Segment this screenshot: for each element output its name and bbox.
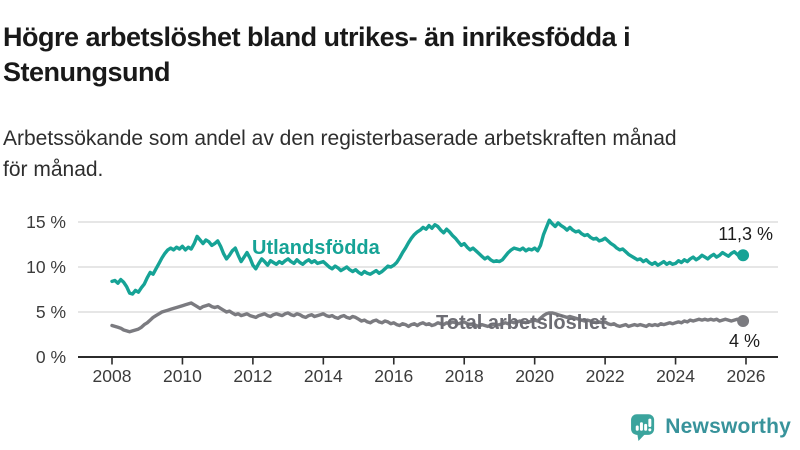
end-value-label-total: 4 % xyxy=(728,331,760,351)
x-axis-label: 2012 xyxy=(233,366,272,386)
utlandsfodda-end-dot xyxy=(737,249,750,262)
y-axis-label: 0 % xyxy=(36,347,66,367)
utlandsfodda-line xyxy=(110,218,745,296)
total-end-dot xyxy=(737,315,750,327)
page-title: Högre arbetslöshet bland utrikes- än inr… xyxy=(3,22,631,88)
x-axis-label: 2020 xyxy=(515,366,554,386)
newsworthy-logo-text: Newsworthy xyxy=(665,415,791,438)
y-axis-label: 10 % xyxy=(26,257,66,277)
x-axis-label: 2016 xyxy=(374,366,413,386)
x-axis-label: 2018 xyxy=(445,366,484,386)
x-axis-label: 2008 xyxy=(93,366,132,386)
x-axis-label: 2014 xyxy=(304,366,343,386)
x-axis-label: 2022 xyxy=(586,366,625,386)
newsworthy-speech-bubble-chart-icon xyxy=(631,414,655,441)
series-label-total-arbetsloshet: Total arbetslöshet xyxy=(436,312,607,334)
page-subtitle: Arbetssökande som andel av den registerb… xyxy=(3,127,677,181)
y-axis-label: 15 % xyxy=(26,212,66,232)
x-axis-label: 2024 xyxy=(656,366,695,386)
series-label-utlandsfodda: Utlandsfödda xyxy=(252,237,380,259)
x-axis-label: 2026 xyxy=(727,366,766,386)
y-axis-label: 5 % xyxy=(36,302,66,322)
x-axis-label: 2010 xyxy=(163,366,202,386)
total-arbetsloshet-line xyxy=(110,301,745,334)
end-value-label-utlandsfodda: 11,3 % xyxy=(718,224,773,244)
newsworthy-logo: Newsworthy xyxy=(629,412,791,442)
